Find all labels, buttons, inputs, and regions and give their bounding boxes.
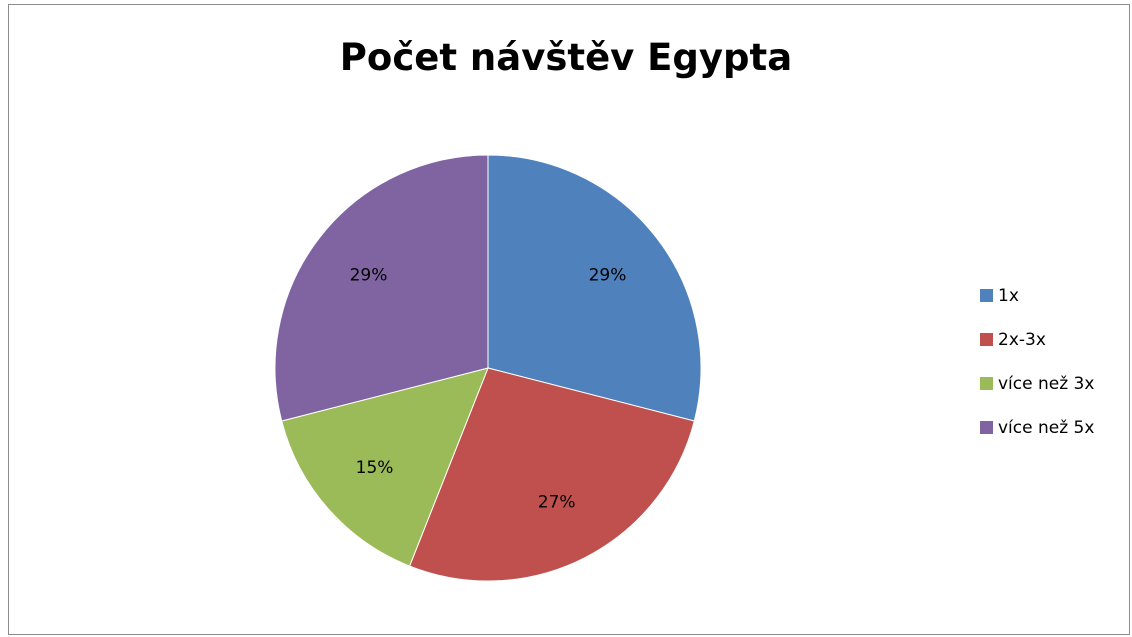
chart-title: Počet návštěv Egypta: [339, 36, 793, 79]
legend-item-vice-nez-5x: více než 5x: [980, 416, 1094, 439]
legend-swatch: [980, 421, 993, 434]
pie-slice-3: [281, 367, 489, 567]
legend-swatch: [980, 377, 993, 390]
slice-data-label: 27%: [538, 493, 576, 513]
slice-data-label: 29%: [589, 265, 627, 285]
slice-data-label: 29%: [350, 265, 388, 285]
pie-slice-1: [487, 154, 702, 422]
legend-label: více než 5x: [998, 417, 1095, 438]
legend-item-vice-nez-3x: více než 3x: [980, 372, 1094, 395]
legend-label: 2x-3x: [998, 329, 1046, 350]
pie-slice-2: [408, 367, 695, 582]
slice-data-label: 15%: [356, 458, 394, 478]
legend-swatch: [980, 333, 993, 346]
legend-label: 1x: [998, 285, 1019, 306]
legend: 1x 2x-3x více než 3x více než 5x: [980, 284, 1094, 460]
legend-item-2x-3x: 2x-3x: [980, 328, 1094, 351]
pie-slice-4: [274, 154, 489, 422]
legend-item-1x: 1x: [980, 284, 1094, 307]
legend-label: více než 3x: [998, 373, 1095, 394]
legend-swatch: [980, 289, 993, 302]
